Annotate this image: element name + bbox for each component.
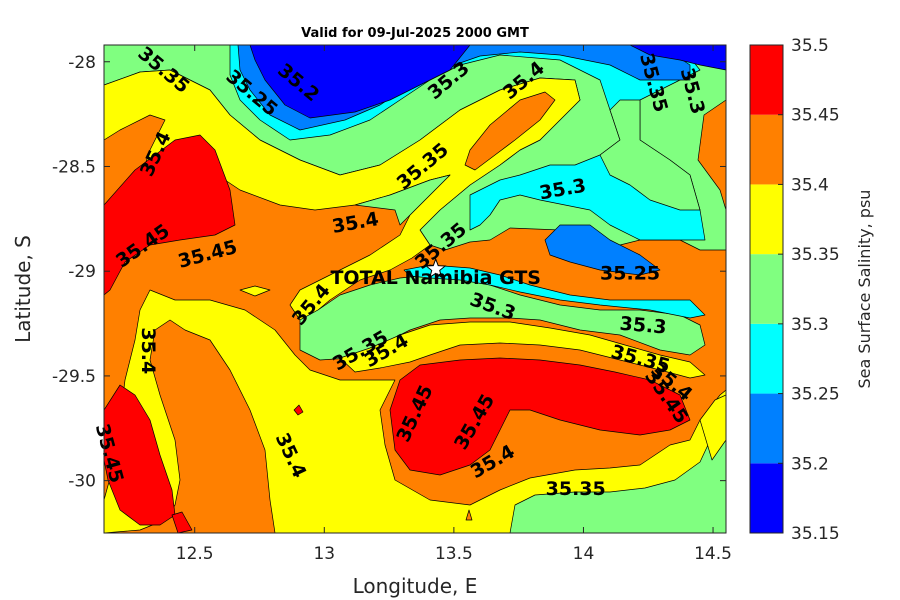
band-35.35-35.40-sliver bbox=[239, 285, 271, 297]
x-tick-label: 13.5 bbox=[435, 544, 473, 564]
band-35.40-35.45-tail bbox=[465, 509, 473, 521]
band-35.15-35.20 bbox=[249, 45, 471, 119]
band-35.15-35.20-east bbox=[629, 45, 726, 71]
band-35.30-35.35-south bbox=[509, 419, 726, 533]
contour-label: 35.3 bbox=[619, 313, 668, 339]
band-35.30-35.35-pocket bbox=[599, 99, 701, 211]
x-axis: 12.5 13 13.5 14 14.5 bbox=[176, 45, 732, 564]
station-marker-layer: TOTAL Namibia GTS bbox=[330, 257, 541, 289]
station-star-icon bbox=[424, 257, 447, 279]
y-axis-label: Latitude, S bbox=[11, 235, 35, 343]
chart-title: Valid for 09-Jul-2025 2000 GMT bbox=[301, 26, 529, 41]
colorbar-tick-label: 35.5 bbox=[791, 36, 829, 56]
colorbar-tick-label: 35.45 bbox=[791, 106, 840, 126]
contour-label: 35.25 bbox=[600, 262, 660, 284]
colorbar-swatch bbox=[750, 323, 783, 394]
colorbar-frame bbox=[749, 44, 784, 534]
band-35.30-35.35-inner bbox=[354, 174, 451, 226]
contour-label: 35.35 bbox=[546, 478, 606, 500]
x-axis-label: Longitude, E bbox=[353, 574, 478, 598]
band-35.45-35.50-south bbox=[389, 357, 691, 476]
colorbar-tick-label: 35.25 bbox=[791, 385, 840, 405]
band-35.20-35.25-east bbox=[544, 224, 661, 276]
band-35.35-35.40-se bbox=[699, 394, 726, 461]
colorbar-swatch bbox=[750, 184, 783, 255]
band-35.45-35.50-nw bbox=[104, 134, 236, 296]
y-tick-label: -29 bbox=[68, 262, 96, 282]
band-35.25-35.30-mid bbox=[403, 264, 706, 319]
band-35.35-35.40-mid bbox=[339, 321, 706, 379]
colorbar-tick-label: 35.35 bbox=[791, 245, 840, 265]
plot-frame bbox=[103, 44, 727, 534]
band-35.45-35.50-dot bbox=[293, 404, 304, 416]
colorbar-tick-label: 35.15 bbox=[791, 524, 840, 544]
colorbar-swatch bbox=[750, 254, 783, 324]
colorbar-tick-label: 35.3 bbox=[791, 315, 829, 335]
colorbar-tick-label: 35.4 bbox=[791, 175, 829, 195]
y-tick-label: -30 bbox=[68, 472, 96, 492]
colorbar-tick-label: 35.2 bbox=[791, 454, 829, 474]
x-tick-label: 12.5 bbox=[176, 544, 214, 564]
colorbar-swatch bbox=[750, 45, 783, 115]
x-tick-label: 14.5 bbox=[694, 544, 732, 564]
y-tick-label: -28.5 bbox=[52, 157, 96, 177]
band-35.45-35.50-speck bbox=[171, 511, 193, 533]
x-tick-label: 13 bbox=[313, 544, 335, 564]
colorbar-swatch bbox=[750, 463, 783, 533]
band-35.40-35.45-inner bbox=[464, 91, 556, 171]
y-tick-label: -29.5 bbox=[52, 367, 96, 387]
contour-field bbox=[104, 45, 726, 533]
colorbar-label: Sea Surface Salinity, psu bbox=[855, 190, 874, 389]
colorbar-swatch bbox=[750, 114, 783, 185]
band-35.35-35.40-lower bbox=[104, 289, 726, 533]
y-axis: -28 -28.5 -29 -29.5 -30 bbox=[52, 53, 726, 492]
contour-label: 35.4 bbox=[137, 327, 159, 374]
colorbar: 35.15 35.2 35.25 35.3 35.35 35.4 35.45 35.5 bbox=[749, 36, 840, 544]
colorbar-swatch bbox=[750, 393, 783, 464]
station-label: TOTAL Namibia GTS bbox=[330, 267, 541, 289]
y-tick-label: -28 bbox=[68, 53, 96, 73]
x-tick-label: 14 bbox=[573, 544, 595, 564]
